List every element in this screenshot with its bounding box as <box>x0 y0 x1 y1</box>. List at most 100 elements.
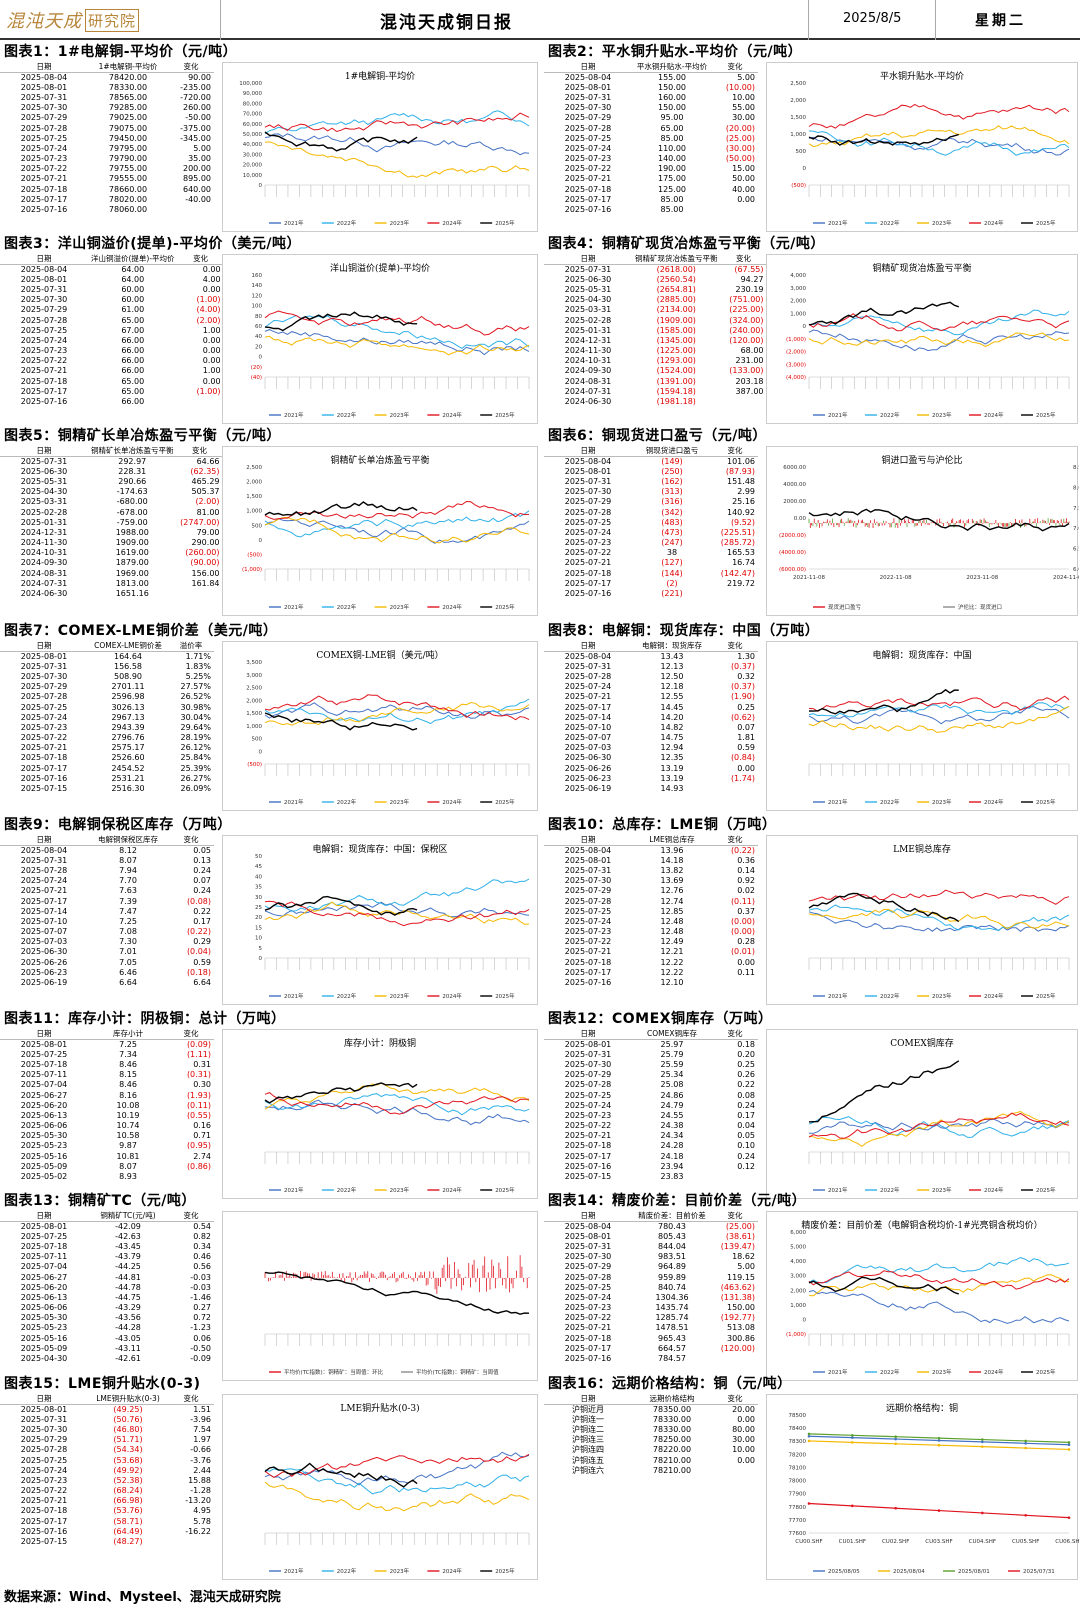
row-date: 2025-07-25 <box>20 1231 68 1241</box>
row-value: -43.11 <box>115 1343 141 1353</box>
table-row: 2025-07-28 25.08 0.22 <box>544 1080 758 1090</box>
table-row: 2025-07-23 1435.74 150.00 <box>544 1303 758 1313</box>
row-change: -375.00 <box>180 123 211 133</box>
row-change: (0.62) <box>730 712 755 722</box>
y-tick-label: 20,000 <box>243 163 263 169</box>
p12-series-line <box>808 1116 1070 1138</box>
y-tick-label: 2,000 <box>246 480 262 486</box>
row-date: 2025-08-04 <box>564 456 612 466</box>
chart-svg: 6000.00 4000.00 2000.00 0.00 (2000.00) (4000.… <box>779 465 1079 611</box>
row-value: 190.00 <box>658 164 686 174</box>
row-change: (1.11) <box>186 1049 211 1059</box>
row-change: 0.72 <box>193 1313 211 1323</box>
row-date: 2025-07-31 <box>564 92 612 102</box>
brand-logo: 混沌天成 研究院 <box>6 4 162 36</box>
row-value: 60.00 <box>121 284 145 294</box>
chart-title: 电解铜：现货库存：中国 <box>872 651 972 661</box>
y-tick-label: 4,000 <box>790 273 806 279</box>
table-row: 2025-07-29 2701.11 27.57% <box>0 682 214 692</box>
data-table: 日期 铜现货进口盈亏 变化 2025-08-04 (149) 101.06 2025-08-… <box>544 446 758 599</box>
legend-item: 2022年 <box>880 798 900 806</box>
panel-title: 图表5：铜精矿长单冶炼盈亏平衡（元/吨） <box>4 428 281 444</box>
p1-series-line <box>264 110 530 135</box>
row-date: 2025-07-10 <box>20 916 68 926</box>
chart-title: 铜进口盈亏与沪伦比 <box>881 456 963 466</box>
row-value: 66.00 <box>121 346 145 356</box>
y-tick-label: 78100 <box>789 1465 807 1471</box>
table-row: 2025-02-28 (1909.00) (324.00) <box>544 315 767 325</box>
row-value: (53.68) <box>113 1455 143 1465</box>
row-change: (0.86) <box>186 1161 211 1171</box>
table-row: 2024-06-30 (1981.18) <box>544 397 767 407</box>
row-date: 2025-06-30 <box>564 274 612 284</box>
x-tick-label: CU01.SHF <box>839 1539 866 1545</box>
table-row: 2025-07-28 959.89 119.15 <box>544 1272 758 1282</box>
row-value: 65.00 <box>660 123 684 133</box>
column-header: 变化 <box>712 1394 758 1405</box>
table-row: 2025-07-17 (2) 219.72 <box>544 579 758 589</box>
table-row: 2025-07-23 79790.00 35.00 <box>0 154 214 164</box>
legend-item: 2025年 <box>1036 992 1056 1000</box>
row-change: -50.00 <box>185 113 211 123</box>
row-date: 2025-07-28 <box>564 123 612 133</box>
row-value: 25.08 <box>660 1080 684 1090</box>
row-value: (2) <box>666 578 678 588</box>
row-value: (1524.00) <box>656 366 696 376</box>
row-value: 79795.00 <box>108 143 148 153</box>
table-row: 2025-07-18 (144) (142.47) <box>544 569 758 579</box>
row-change: 0.24 <box>737 1100 755 1110</box>
row-value: 7.63 <box>119 886 137 896</box>
row-value: (342) <box>661 507 683 517</box>
row-date: 2025-07-28 <box>564 1080 612 1090</box>
chart-p16: 远期价格结构：铜 78500 78400 78300 78200 78100 78000 77… <box>766 1394 1079 1580</box>
table-row: 2025-07-25 -42.63 0.82 <box>0 1232 214 1242</box>
table-row: 2025-08-04 13.96 (0.22) <box>544 845 758 856</box>
table-row: 2025-06-13 -44.75 -1.46 <box>0 1293 214 1303</box>
row-date: 2025-07-21 <box>20 366 68 376</box>
row-date: 2025-08-04 <box>564 72 612 82</box>
y-tick-label: 0.00 <box>794 516 807 522</box>
table-row: 2025-07-22 24.38 0.04 <box>544 1121 758 1131</box>
y-tick-label: 40 <box>255 874 262 880</box>
p8-series-line <box>808 695 1070 712</box>
y-tick-label: (500) <box>791 183 806 189</box>
row-change: 0.34 <box>193 1241 211 1251</box>
row-value: 964.89 <box>658 1262 686 1272</box>
row-value: 78210.00 <box>652 1455 692 1465</box>
p5-series-line <box>264 501 418 517</box>
row-change: 1.00 <box>202 366 221 376</box>
legend-item: 2021年 <box>284 219 304 227</box>
table-row: 2025-07-29 (316) 25.16 <box>544 497 758 507</box>
y-tick-label: 90,000 <box>243 91 263 97</box>
row-value: 24.55 <box>660 1110 684 1120</box>
row-change: -0.03 <box>190 1272 211 1282</box>
row-value: -44.28 <box>115 1323 141 1333</box>
row-change: (225.00) <box>729 305 764 315</box>
row-value: -44.25 <box>115 1262 141 1272</box>
table-row: 2025-07-22 79755.00 200.00 <box>0 164 214 174</box>
row-date: 2025-07-18 <box>564 1333 612 1343</box>
row-value: 2516.30 <box>111 784 145 794</box>
chart-svg: 2021年 2022年 2023年 2024年 2025年 <box>264 1451 530 1575</box>
column-header: 库存小计 <box>88 1029 168 1040</box>
row-date: 2025-06-06 <box>20 1303 68 1313</box>
row-change: 0.07 <box>193 876 211 886</box>
row-value: 8.07 <box>119 1161 137 1171</box>
table-row: 2025-05-23 9.87 (0.95) <box>0 1141 214 1151</box>
y-tick-label: 4,000 <box>790 1259 806 1265</box>
table-row: 2025-07-18 12.22 0.00 <box>544 958 758 968</box>
row-change: 140.92 <box>727 507 755 517</box>
row-change: 64.66 <box>196 456 220 466</box>
row-change: (240.00) <box>729 325 764 335</box>
row-change: 0.17 <box>193 916 211 926</box>
chart-svg: 100,000 90,000 80,000 70,000 60,000 50,000 40,… <box>239 81 530 227</box>
table-row: 2025-07-28 65.00 (2.00) <box>0 315 224 325</box>
table-row: 2025-07-18 78660.00 640.00 <box>0 185 214 195</box>
row-change: (120.00) <box>720 1343 755 1353</box>
table-row: 2025-08-04 780.43 (25.00) <box>544 1221 758 1232</box>
chart-p10: LME铜总库存 2021年 2022年 2023年 2024年 2025年 <box>766 835 1078 1005</box>
table-row: 沪铜连三 78250.00 30.00 <box>544 1435 758 1445</box>
y-tick-label: (6000.00) <box>779 567 806 573</box>
row-change: 30.04% <box>180 712 211 722</box>
row-value: -42.09 <box>115 1221 141 1231</box>
